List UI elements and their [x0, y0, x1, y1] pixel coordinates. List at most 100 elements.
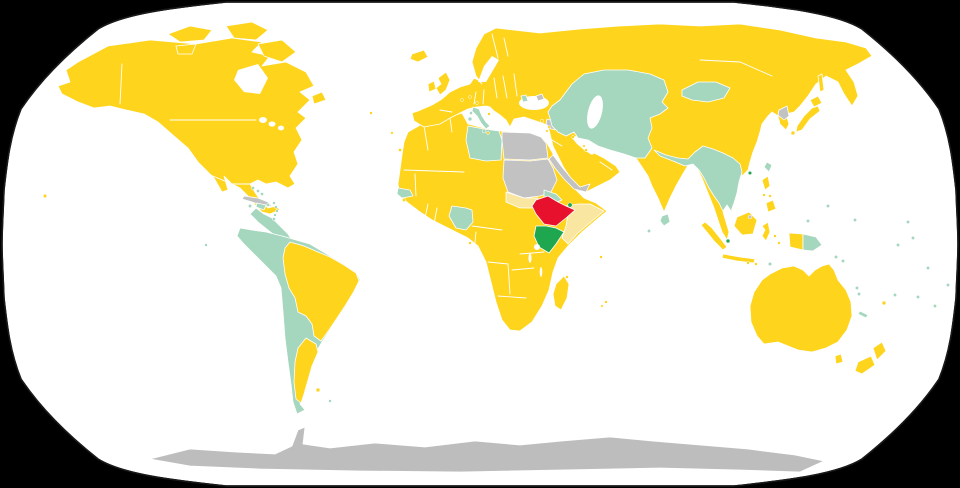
region-central-asia-iran-pakistan: [547, 69, 669, 159]
south-america: [204, 227, 361, 415]
country-mauritius: [604, 300, 608, 304]
pacific-island-dot: [906, 220, 910, 224]
country-brunei: [747, 214, 753, 220]
solomon-islands-dot: [841, 259, 845, 263]
country-papua-new-guinea: [802, 233, 823, 252]
island-victoria: [175, 43, 197, 55]
country-sri-lanka: [659, 213, 671, 227]
microstate-dot: [475, 101, 479, 105]
country-eritrea: [543, 189, 563, 204]
country-kenya: [533, 225, 565, 254]
pacific-island-dot: [826, 204, 830, 208]
island-madeira: [390, 131, 394, 135]
region-hong-kong: [747, 170, 753, 176]
country-comoros: [565, 275, 569, 279]
island-papua-indonesian: [788, 232, 804, 251]
island-baffin: [257, 39, 297, 63]
country-ethiopia: [531, 195, 576, 227]
great-lakes: [259, 117, 267, 123]
country-israel: [545, 129, 549, 133]
island-kyushu: [790, 130, 796, 136]
island-newfoundland: [311, 91, 327, 105]
nz-south-island: [854, 355, 876, 375]
islands-canary: [398, 148, 402, 152]
country-cape-verde: [402, 198, 406, 202]
nz-north-island: [872, 341, 887, 361]
moluccas-dot: [777, 241, 781, 245]
country-ireland: [427, 80, 437, 93]
pacific-island-dot: [893, 293, 897, 297]
north-america: [57, 21, 327, 245]
country-fiji: [881, 300, 887, 306]
island-reunion: [600, 304, 604, 308]
ocean-island-dots: [42, 111, 651, 308]
island-honshu-japan: [795, 105, 821, 133]
philippine-island-dot: [768, 194, 772, 198]
country-australia: [749, 263, 853, 353]
lesser-sunda-dot: [754, 262, 758, 266]
island-sulawesi: [761, 221, 771, 242]
country-sao-tome: [468, 241, 472, 245]
country-taiwan: [763, 161, 773, 173]
island-madagascar: [552, 275, 570, 311]
country-jamaica: [248, 204, 252, 208]
island-sicily: [481, 128, 487, 134]
great-lakes: [268, 121, 276, 127]
border-us-mexico: [207, 173, 253, 185]
philippine-island-dot: [762, 193, 766, 197]
microstate-dot: [460, 98, 464, 102]
country-nigeria: [448, 205, 474, 231]
border-alaska-canada: [119, 63, 123, 105]
country-yemen: [548, 154, 591, 193]
arctic-island: [225, 21, 269, 41]
pacific-island-dot: [916, 295, 920, 299]
bahamas-dot: [256, 189, 260, 193]
country-qatar: [584, 148, 588, 152]
country-trinidad: [272, 217, 276, 221]
arctic-island: [167, 25, 213, 43]
country-somalia: [561, 203, 605, 245]
solomon-islands-dot: [834, 255, 838, 259]
antarctica: [149, 426, 825, 473]
pacific-island-dot: [911, 236, 915, 240]
country-lebanon: [547, 125, 551, 129]
eurasia-border-lines: [439, 33, 773, 171]
islands-hawaii: [42, 193, 48, 199]
vanuatu-dot: [855, 286, 859, 290]
moluccas-dot: [773, 234, 777, 238]
country-maldives: [647, 229, 651, 233]
lesser-antilles-dot: [272, 201, 276, 205]
islands-galapagos: [204, 243, 208, 247]
baltic-sea: [478, 56, 499, 82]
island-cyprus: [539, 118, 545, 124]
vanuatu-dot: [857, 292, 861, 296]
country-libya: [465, 125, 503, 162]
bahamas-dot: [251, 186, 255, 190]
microstate-dot: [468, 95, 472, 99]
region-crimea: [535, 93, 545, 102]
island-sardinia: [467, 116, 473, 122]
pacific-island-dot: [806, 219, 810, 223]
bahamas-dot: [260, 192, 264, 196]
island-tasmania: [834, 353, 844, 365]
country-iceland: [409, 49, 429, 63]
island-mindanao-philippines: [765, 199, 777, 213]
island-puerto-rico: [266, 203, 270, 207]
island-new-caledonia: [857, 310, 869, 319]
island-sumatra: [700, 221, 728, 251]
country-kuwait: [571, 135, 575, 139]
country-united-kingdom: [435, 71, 451, 96]
country-moldova: [520, 94, 529, 103]
island-sakhalin: [817, 73, 825, 93]
lesser-antilles-dot: [275, 209, 279, 213]
pacific-island-dot: [933, 304, 937, 308]
caspian-sea-overlay: [587, 95, 603, 129]
hudson-bay: [234, 64, 268, 94]
islands-azores: [369, 111, 373, 115]
country-brazil: [282, 241, 360, 342]
country-timor-leste: [767, 261, 773, 267]
country-mongolia: [681, 81, 731, 103]
pacific-island-dot: [896, 243, 900, 247]
oceania: [749, 204, 950, 375]
